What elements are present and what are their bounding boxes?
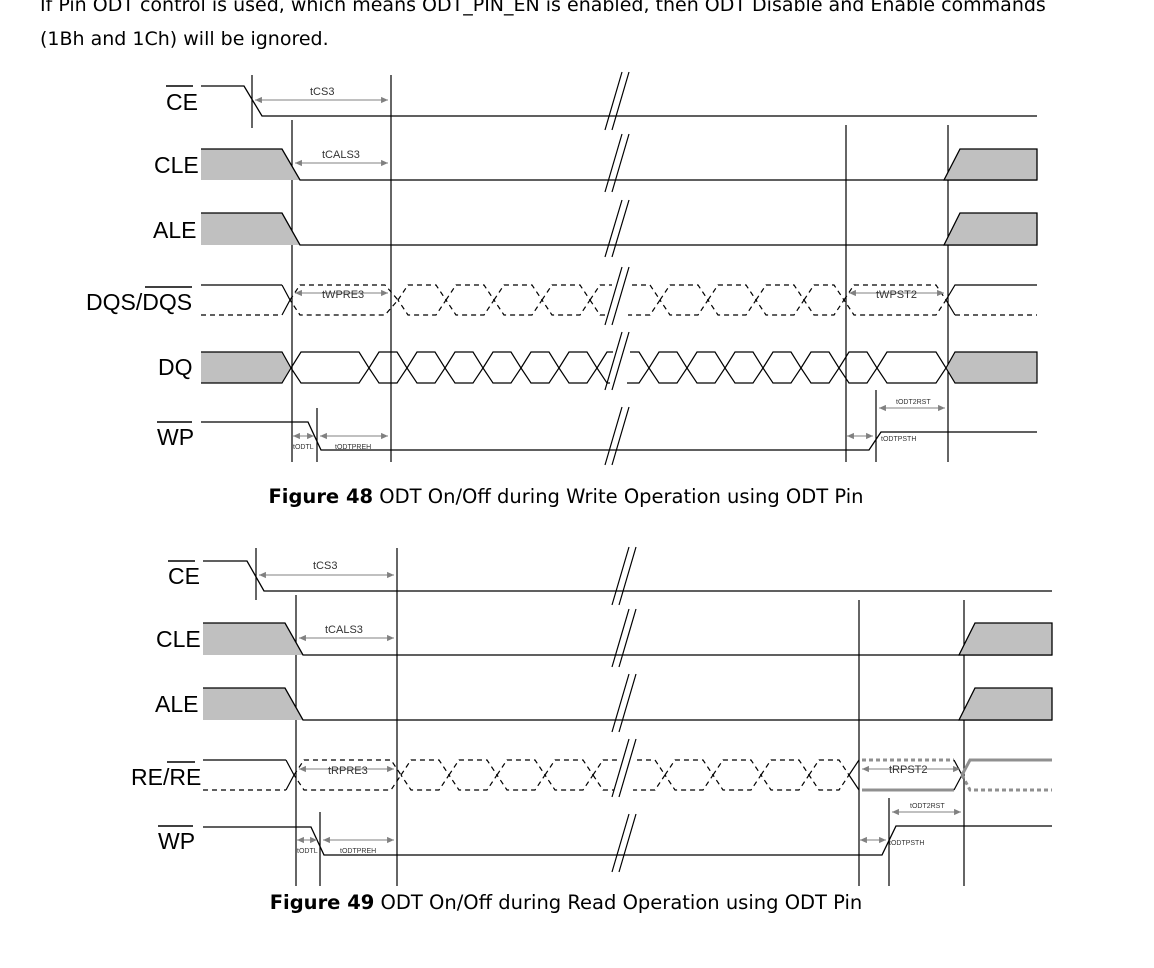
- time-break-marks-2: [611, 546, 637, 873]
- figure-49: CE CLE ALE RE/RE WP: [0, 535, 1154, 935]
- label-todtpsth-2: tODTPSTH: [889, 840, 924, 847]
- ale-shaded-start: [201, 213, 300, 245]
- re-postamble: [862, 758, 1052, 792]
- signal-ce-label-2: CE: [168, 563, 200, 589]
- figure-48-number: Figure 48: [268, 485, 374, 508]
- intro-paragraph: If Pin ODT control is used, which means …: [40, 0, 1120, 56]
- signal-cle-label: CLE: [154, 152, 199, 178]
- signal-re-label: RE/RE: [131, 764, 201, 790]
- label-twpst2: tWPST2: [876, 289, 917, 301]
- label-tcals3: tCALS3: [322, 149, 360, 161]
- label-tcs3: tCS3: [310, 86, 334, 98]
- signal-wp-label-2: WP: [158, 828, 195, 854]
- signal-ale-label: ALE: [153, 217, 196, 243]
- wp-waveform: [201, 421, 1037, 451]
- cle-waveform-2: [203, 622, 1052, 656]
- cle-shaded-start: [201, 149, 300, 180]
- intro-line-2: (1Bh and 1Ch) will be ignored.: [40, 28, 329, 50]
- timing-arrows: [255, 96, 945, 440]
- figure-48-caption: Figure 48 ODT On/Off during Write Operat…: [0, 485, 1143, 508]
- cle-shaded-end: [942, 148, 1038, 181]
- label-tcs3-2: tCS3: [313, 560, 337, 572]
- reference-lines-2: [255, 548, 965, 886]
- signal-dqs-label: DQS/DQS: [86, 289, 192, 315]
- ale-shaded-end-2: [957, 687, 1053, 721]
- cle-shaded-start-2: [203, 623, 303, 655]
- label-todtl: tODTL: [293, 444, 314, 451]
- dq-waveform: [201, 351, 947, 384]
- time-break-marks: [604, 71, 630, 466]
- figure-48: CE CLE ALE DQS/DQS DQ WP: [0, 60, 1154, 520]
- write-odt-timing-diagram: CE CLE ALE DQS/DQS DQ WP: [86, 71, 1038, 466]
- signal-ale-label-2: ALE: [155, 691, 198, 717]
- ale-waveform-2: [203, 687, 1052, 721]
- cle-shaded-end-2: [957, 622, 1053, 656]
- signal-dq-label: DQ: [158, 354, 193, 380]
- dq-shaded-start: [201, 352, 291, 383]
- read-odt-timing-diagram: CE CLE ALE RE/RE WP: [131, 546, 1053, 886]
- label-twpre3: tWPRE3: [322, 289, 364, 301]
- label-todtpreh: tODTPREH: [335, 444, 371, 451]
- cle-waveform: [201, 148, 1037, 181]
- figure-48-title: ODT On/Off during Write Operation using …: [373, 485, 864, 508]
- ale-shaded-start-2: [203, 688, 303, 720]
- figure-49-caption: Figure 49 ODT On/Off during Read Operati…: [0, 891, 1143, 914]
- label-trpst2: tRPST2: [889, 764, 928, 776]
- label-todtpreh-2: tODTPREH: [340, 848, 376, 855]
- label-todtpsth: tODTPSTH: [881, 436, 916, 443]
- dqs-waveform: [201, 284, 1037, 316]
- figure-49-title: ODT On/Off during Read Operation using O…: [374, 891, 863, 914]
- ale-shaded-end: [942, 212, 1038, 246]
- label-todtl-2: tODTL: [297, 848, 318, 855]
- signal-cle-label-2: CLE: [156, 626, 201, 652]
- ale-waveform: [201, 212, 1037, 246]
- intro-line-1: If Pin ODT control is used, which means …: [40, 0, 1046, 16]
- ce-waveform: [201, 85, 1037, 117]
- signal-wp-label: WP: [157, 424, 194, 450]
- dq-shaded-end: [945, 351, 1038, 384]
- label-todt2rst: tODT2RST: [896, 399, 931, 406]
- figure-49-number: Figure 49: [269, 891, 375, 914]
- ce-waveform-2: [203, 560, 1052, 592]
- signal-ce-label: CE: [166, 89, 198, 115]
- reference-lines: [251, 75, 949, 462]
- re-waveform: [203, 759, 860, 791]
- label-todt2rst-2: tODT2RST: [910, 803, 945, 810]
- label-tcals3-2: tCALS3: [325, 624, 363, 636]
- wp-waveform-2: [203, 825, 1052, 856]
- timing-arrows-2: [259, 571, 961, 844]
- label-trpre3: tRPRE3: [328, 765, 368, 777]
